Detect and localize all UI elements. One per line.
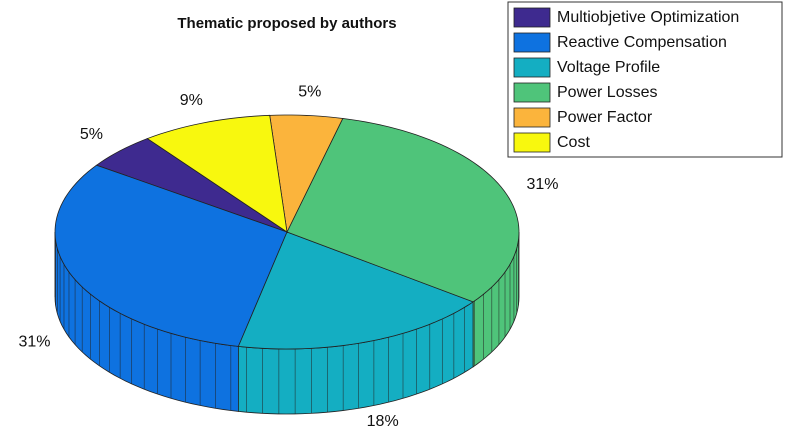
pie-slice [237,231,475,415]
pie-slice [146,114,288,233]
pie-slice [95,138,288,233]
chart-title: Thematic proposed by authors [177,15,396,32]
slice-top [54,164,288,347]
legend-label: Power Factor [557,109,653,126]
legend-swatch [513,132,551,153]
pie-slice [286,117,520,368]
data-label: 9% [180,92,203,109]
data-label: 31% [19,333,51,350]
data-label: 5% [298,83,321,100]
slice-top [269,114,344,234]
data-label: 18% [367,413,399,430]
legend-swatch [513,32,551,53]
legend-label: Power Losses [557,84,658,101]
legend-swatch [513,82,551,103]
slice-top [237,231,475,350]
legend-label: Multiobjetive Optimization [557,9,739,26]
pie-slice [54,164,288,412]
slice-top [146,114,288,233]
legend-label: Cost [557,134,590,151]
slice-top [286,117,520,303]
legend-box [507,1,783,158]
legend-swatch [513,7,551,28]
slice-top [95,138,288,233]
data-label: 5% [80,126,103,143]
legend-label: Voltage Profile [557,59,660,76]
legend-swatch [513,107,551,128]
pie-slice [269,114,344,234]
data-label: 31% [526,176,558,193]
legend-label: Reactive Compensation [557,34,727,51]
legend-swatch [513,57,551,78]
